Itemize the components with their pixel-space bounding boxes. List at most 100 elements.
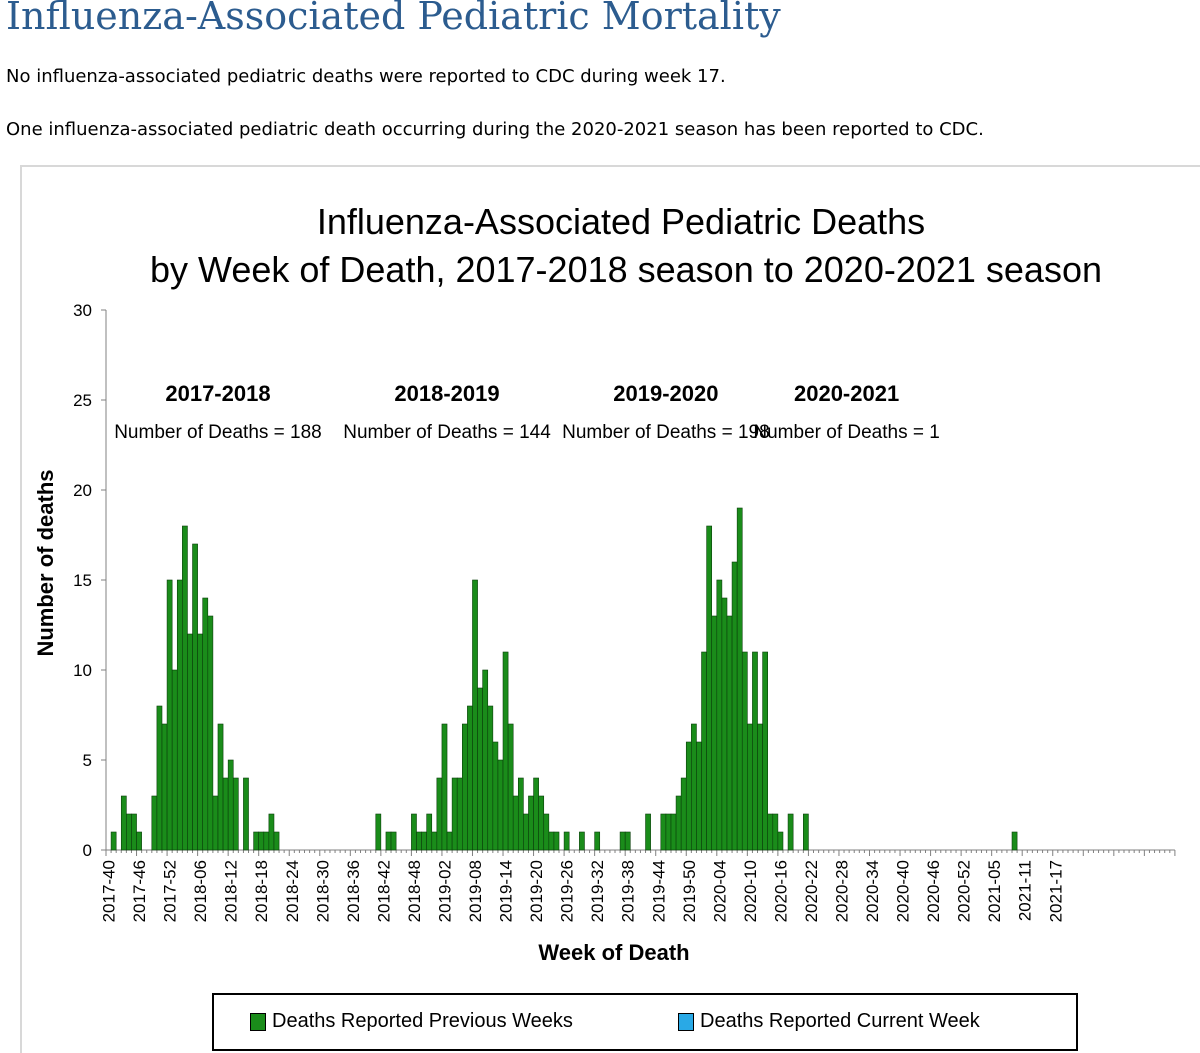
bar [528, 795, 534, 851]
x-tick-label: 2018-18 [252, 860, 271, 922]
bar [263, 831, 270, 851]
bar [253, 831, 260, 851]
x-tick-label: 2020-52 [955, 860, 974, 922]
bar [563, 831, 570, 851]
x-tick-label: 2017-40 [100, 860, 119, 922]
bar [492, 741, 499, 851]
x-tick-label: 2020-34 [863, 860, 882, 922]
bar [482, 669, 489, 851]
bar [456, 777, 463, 851]
bar [741, 651, 748, 851]
bar [685, 741, 692, 851]
y-tick-label: 25 [73, 391, 92, 410]
legend-label-previous-weeks: Deaths Reported Previous Weeks [272, 1010, 573, 1032]
bar [767, 813, 774, 851]
chart-title-line-1: Influenza-Associated Pediatric Deaths [317, 201, 925, 242]
bar [645, 813, 651, 851]
bar [517, 777, 524, 851]
bar [182, 525, 188, 851]
bar [538, 795, 545, 851]
bar [731, 561, 738, 851]
x-tick-label: 2020-28 [833, 860, 852, 922]
bar [579, 831, 585, 851]
x-tick-label: 2018-06 [191, 860, 210, 922]
x-tick-label: 2019-20 [527, 860, 546, 922]
legend-swatch-previous-weeks [250, 1012, 266, 1031]
legend-label-current-week: Deaths Reported Current Week [700, 1010, 980, 1032]
y-tick-label: 0 [83, 841, 92, 860]
x-tick-label: 2019-26 [558, 860, 577, 922]
legend-item-current-week: Deaths Reported Current Week [678, 1010, 980, 1033]
bar [680, 777, 687, 851]
bar [126, 813, 132, 851]
bar [131, 813, 137, 851]
x-tick-label: 2020-10 [741, 860, 760, 922]
bar [416, 831, 422, 851]
bar [619, 831, 626, 851]
x-tick-label: 2021-11 [1016, 860, 1035, 921]
x-tick-label: 2018-48 [405, 860, 424, 922]
bar [243, 777, 249, 851]
x-tick-label: 2020-16 [771, 860, 790, 922]
bar [176, 579, 183, 851]
y-tick-label: 10 [73, 661, 92, 680]
bar [497, 759, 504, 851]
season-deaths-count: Number of Deaths = 1 [753, 422, 939, 443]
season-deaths-paragraph: One influenza-associated pediatric death… [6, 119, 984, 140]
bar [202, 597, 209, 851]
x-tick-label: 2018-30 [313, 860, 332, 922]
bar [472, 579, 478, 851]
bar [1011, 831, 1018, 851]
x-tick-label: 2021-05 [985, 860, 1004, 922]
bar [787, 813, 794, 851]
chart-axes [101, 309, 1176, 856]
x-tick-label: 2020-46 [924, 860, 943, 922]
bar [594, 831, 601, 851]
bar [207, 615, 214, 851]
x-tick-label: 2019-38 [619, 860, 638, 922]
y-tick-label: 30 [73, 301, 92, 320]
legend-item-previous-weeks: Deaths Reported Previous Weeks [250, 1010, 573, 1033]
bar [512, 795, 519, 851]
y-axis-title: Number of deaths [33, 469, 58, 656]
chart-title-line-2: by Week of Death, 2017-2018 season to 20… [150, 249, 1102, 290]
bar [273, 831, 280, 851]
bar [624, 831, 631, 851]
chart-frame [20, 165, 1200, 1053]
bar [197, 633, 204, 851]
bar [426, 813, 433, 851]
legend-swatch-current-week [678, 1012, 694, 1031]
bar [803, 813, 809, 851]
no-deaths-paragraph: No influenza-associated pediatric deaths… [6, 66, 726, 87]
bar [533, 777, 539, 851]
season-label: 2019-2020 [613, 381, 718, 406]
bar [670, 813, 677, 851]
season-label: 2020-2021 [794, 381, 899, 406]
bar [161, 723, 168, 851]
x-tick-label: 2020-22 [802, 860, 821, 922]
bar [212, 795, 219, 851]
x-axis-title: Week of Death [538, 940, 689, 965]
x-tick-label: 2021-17 [1046, 860, 1065, 922]
bar [762, 651, 768, 851]
bar [548, 831, 555, 851]
page-title: Influenza-Associated Pediatric Mortality [6, 0, 781, 38]
season-label: 2018-2019 [394, 381, 499, 406]
chart-labels: 0 5 10 15 20 25 30 2017-40 2017-46 2017-52 2018-06… [33, 301, 1065, 965]
x-tick-label: 2019-50 [680, 860, 699, 922]
bar [507, 723, 514, 851]
bar [757, 723, 763, 851]
x-tick-label: 2018-42 [374, 860, 393, 922]
bar [543, 813, 550, 851]
bar [711, 615, 718, 851]
bar [421, 831, 427, 851]
bar [701, 651, 707, 851]
bar [431, 831, 438, 851]
bar [716, 579, 723, 851]
x-tick-label: 2020-40 [894, 860, 913, 922]
bar [696, 741, 702, 851]
bar [660, 813, 667, 851]
bar [777, 831, 784, 851]
x-tick-label: 2017-46 [130, 860, 149, 922]
